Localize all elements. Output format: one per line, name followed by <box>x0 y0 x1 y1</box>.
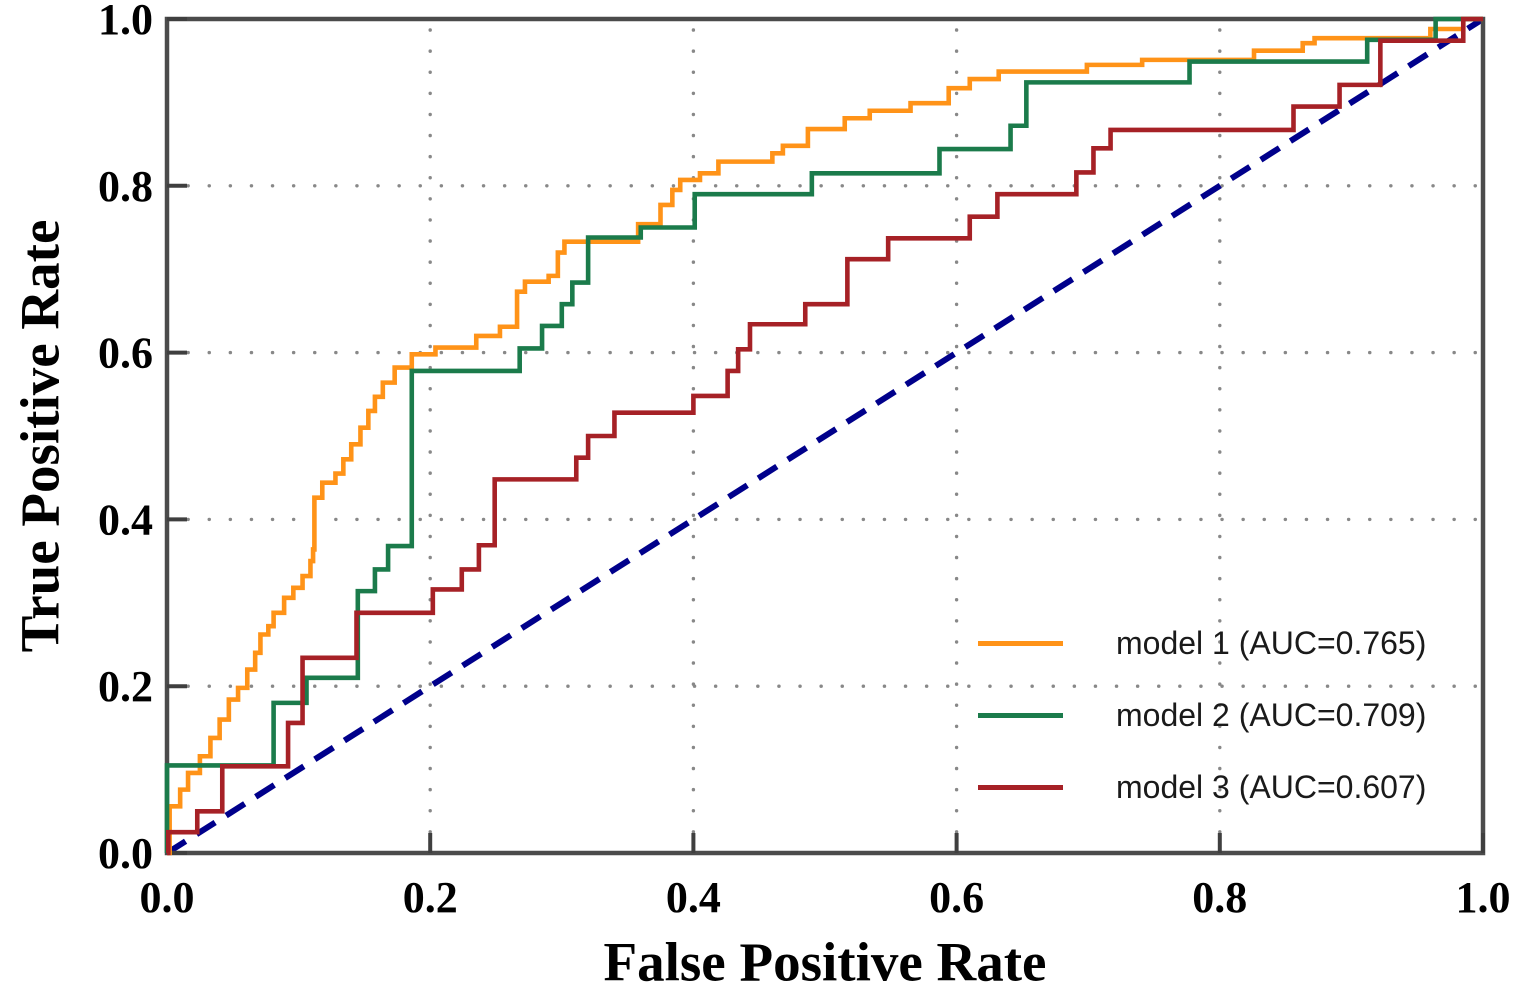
y-tick-label-0.0: 0.0 <box>98 829 153 878</box>
y-tick-label-0.2: 0.2 <box>98 662 153 711</box>
legend: model 1 (AUC=0.765) model 2 (AUC=0.709) … <box>978 607 1426 823</box>
roc-curve-model-2 <box>164 16 1483 853</box>
y-tick-label-1.0: 1.0 <box>98 0 153 44</box>
legend-line-model-1 <box>978 640 1063 646</box>
legend-item-model-2: model 2 (AUC=0.709) <box>978 679 1426 751</box>
y-tick-label-0.4: 0.4 <box>98 495 153 544</box>
legend-line-model-2 <box>978 712 1063 718</box>
x-axis-title: False Positive Rate <box>603 931 1047 993</box>
legend-item-model-1: model 1 (AUC=0.765) <box>978 607 1426 679</box>
legend-label-model-1: model 1 (AUC=0.765) <box>1116 624 1427 661</box>
plot-border <box>164 16 1486 856</box>
chance-diagonal-line <box>165 16 1485 856</box>
x-tick-label-0.0: 0.0 <box>140 873 195 922</box>
x-tick-label-0.2: 0.2 <box>403 873 458 922</box>
roc-curve-model-3 <box>166 16 1483 856</box>
legend-label-model-2: model 2 (AUC=0.709) <box>1116 696 1427 733</box>
x-tick-label-0.4: 0.4 <box>666 873 721 922</box>
legend-label-model-3: model 3 (AUC=0.607) <box>1116 768 1427 805</box>
y-tick-label-0.8: 0.8 <box>98 162 153 211</box>
x-tick-label-1.0: 1.0 <box>1456 873 1511 922</box>
y-tick-label-0.6: 0.6 <box>98 329 153 378</box>
x-tick-label-0.8: 0.8 <box>1192 873 1247 922</box>
legend-item-model-3: model 3 (AUC=0.607) <box>978 751 1426 823</box>
x-tick-label-0.6: 0.6 <box>929 873 984 922</box>
legend-line-model-3 <box>978 784 1063 790</box>
y-axis-title: True Positive Rate <box>9 219 71 653</box>
roc-curve-model-1 <box>167 16 1483 856</box>
